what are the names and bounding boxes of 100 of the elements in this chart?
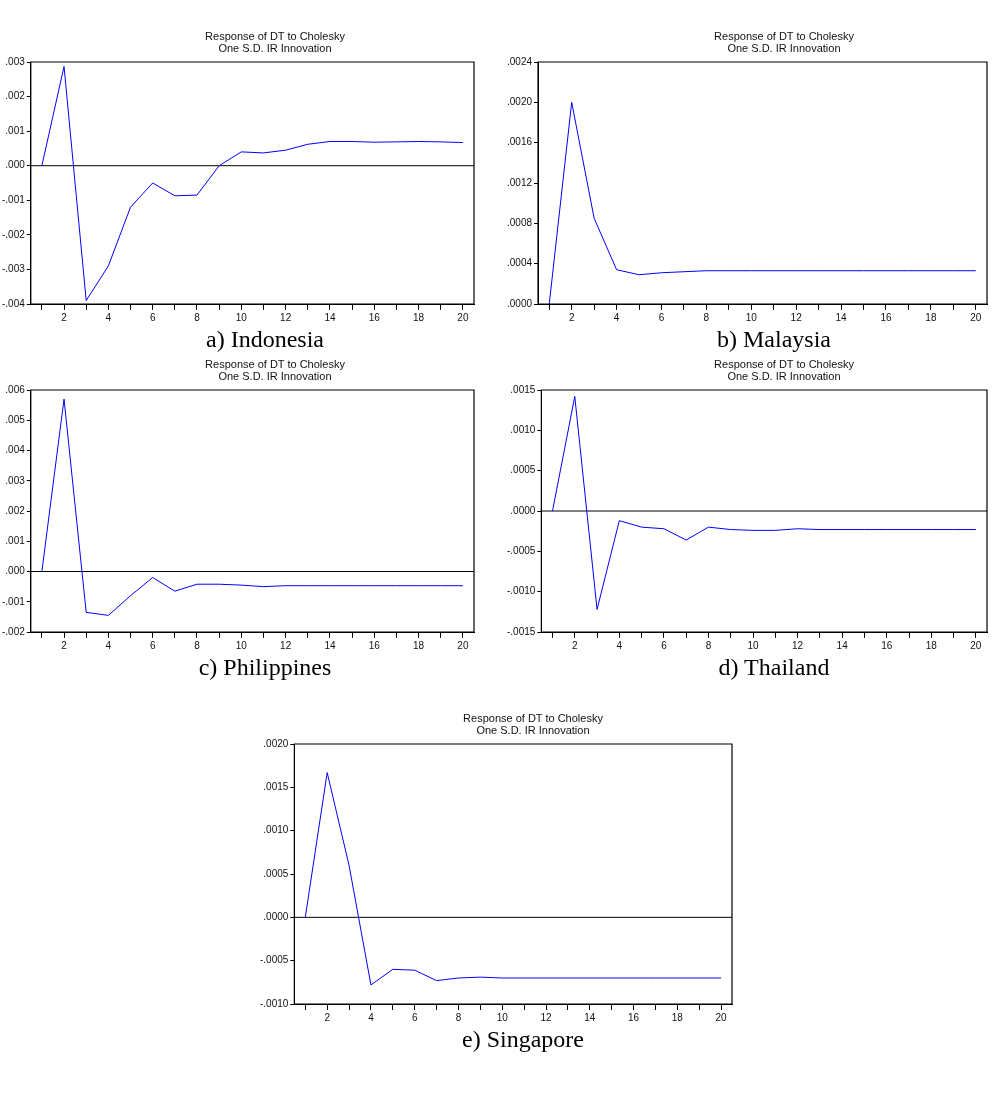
y-tick-label: -.004 bbox=[2, 297, 26, 309]
y-tick-label: -.0015 bbox=[507, 625, 536, 637]
y-tick-label: .005 bbox=[5, 414, 26, 425]
x-tick-label: 20 bbox=[970, 639, 982, 651]
x-tick-label: 10 bbox=[235, 311, 248, 323]
x-tick-label: 10 bbox=[496, 1011, 509, 1023]
y-tick-label: .0015 bbox=[510, 383, 536, 395]
text: d) Thailand bbox=[717, 654, 831, 680]
y-tick-label: -.0005 bbox=[507, 545, 536, 557]
y-tick-label: .0000 bbox=[263, 911, 289, 923]
x-tick-label: 4 bbox=[368, 1011, 375, 1023]
y-tick-label: .002 bbox=[5, 90, 26, 102]
x-tick-label: 6 bbox=[661, 639, 668, 651]
x-tick-label: 12 bbox=[280, 639, 292, 651]
y-tick-label: .0008 bbox=[506, 217, 533, 229]
x-tick-label: 4 bbox=[616, 639, 623, 651]
chart-title: Response of DT to Cholesky bbox=[713, 30, 855, 42]
y-tick-label: .001 bbox=[5, 535, 26, 546]
y-tick-label: -.001 bbox=[2, 595, 26, 607]
y-tick-label: .0000 bbox=[510, 504, 536, 516]
y-tick-label: .0020 bbox=[506, 96, 533, 108]
x-tick-label: 8 bbox=[703, 311, 710, 323]
x-tick-label: 10 bbox=[745, 311, 758, 323]
chart-title: Response of DT to Cholesky bbox=[462, 712, 604, 724]
y-tick-label: .000 bbox=[5, 159, 26, 171]
x-tick-label: 2 bbox=[568, 311, 575, 323]
x-tick-label: 14 bbox=[324, 639, 336, 651]
x-tick-label: 12 bbox=[540, 1011, 552, 1023]
x-tick-label: 14 bbox=[584, 1011, 596, 1023]
x-tick-label: 20 bbox=[715, 1011, 728, 1023]
x-tick-label: 16 bbox=[880, 311, 892, 323]
y-tick-label: -.0005 bbox=[260, 954, 289, 966]
y-tick-label: .0010 bbox=[510, 424, 536, 436]
y-tick-label: .0020 bbox=[263, 737, 289, 749]
y-tick-label: -.0010 bbox=[260, 997, 289, 1009]
x-tick-label: 18 bbox=[925, 311, 937, 323]
x-tick-label: 20 bbox=[457, 311, 469, 323]
text: b) Malaysia bbox=[716, 326, 832, 352]
x-tick-label: 4 bbox=[105, 311, 112, 323]
y-tick-label: .0005 bbox=[263, 867, 289, 879]
x-tick-label: 2 bbox=[61, 639, 68, 651]
chart-subtitle: One S.D. IR Innovation bbox=[475, 724, 591, 736]
y-tick-label: .006 bbox=[5, 383, 26, 395]
y-tick-label: .004 bbox=[5, 444, 26, 456]
x-tick-label: 18 bbox=[925, 639, 938, 651]
y-tick-label: -.003 bbox=[2, 263, 26, 275]
x-tick-label: 2 bbox=[324, 1011, 331, 1023]
x-tick-label: 4 bbox=[105, 639, 112, 651]
x-tick-label: 10 bbox=[235, 639, 248, 651]
x-tick-label: 8 bbox=[455, 1011, 462, 1023]
x-tick-label: 18 bbox=[671, 1011, 684, 1023]
x-tick-label: 6 bbox=[411, 1011, 418, 1023]
x-tick-label: 6 bbox=[658, 311, 665, 323]
x-tick-label: 20 bbox=[457, 639, 469, 651]
text: a) Indonesia bbox=[205, 326, 325, 352]
x-tick-label: 2 bbox=[572, 639, 578, 651]
x-tick-label: 12 bbox=[790, 311, 803, 323]
y-tick-label: .0024 bbox=[506, 55, 533, 67]
x-tick-label: 18 bbox=[413, 639, 425, 651]
x-tick-label: 6 bbox=[149, 639, 156, 651]
y-tick-label: -.0010 bbox=[507, 585, 536, 597]
text: e) Singapore bbox=[461, 1026, 585, 1052]
y-tick-label: .002 bbox=[5, 504, 26, 516]
text: c) Philippines bbox=[197, 654, 333, 680]
x-tick-label: 8 bbox=[194, 311, 201, 323]
y-tick-label: .003 bbox=[5, 474, 26, 486]
y-tick-label: -.002 bbox=[2, 625, 26, 637]
y-tick-label: .0005 bbox=[510, 464, 536, 476]
y-tick-label: .003 bbox=[5, 55, 26, 67]
chart-title: Response of DT to Cholesky bbox=[204, 30, 346, 42]
y-tick-label: .0000 bbox=[506, 297, 533, 309]
x-tick-label: 8 bbox=[705, 639, 712, 651]
chart-subtitle: One S.D. IR Innovation bbox=[217, 370, 333, 382]
x-tick-label: 8 bbox=[194, 639, 201, 651]
x-tick-label: 10 bbox=[747, 639, 760, 651]
chart-title: Response of DT to Cholesky bbox=[204, 358, 346, 370]
x-tick-label: 14 bbox=[324, 311, 336, 323]
x-tick-label: 14 bbox=[836, 639, 849, 651]
x-tick-label: 16 bbox=[627, 1011, 640, 1023]
y-tick-label: .0004 bbox=[506, 257, 533, 269]
chart-subtitle: One S.D. IR Innovation bbox=[726, 42, 842, 54]
y-tick-label: .001 bbox=[5, 124, 26, 136]
y-tick-label: .0010 bbox=[263, 824, 289, 836]
chart-subtitle: One S.D. IR Innovation bbox=[217, 42, 333, 54]
x-tick-label: 16 bbox=[368, 639, 381, 651]
x-tick-label: 2 bbox=[61, 311, 68, 323]
x-tick-label: 12 bbox=[792, 639, 804, 651]
y-tick-label: -.002 bbox=[2, 228, 26, 240]
chart-subtitle: One S.D. IR Innovation bbox=[726, 370, 842, 382]
y-tick-label: .0016 bbox=[506, 136, 533, 148]
chart-title: Response of DT to Cholesky bbox=[713, 358, 855, 370]
y-tick-label: .0012 bbox=[506, 176, 533, 188]
x-tick-label: 16 bbox=[881, 639, 893, 651]
x-tick-label: 20 bbox=[970, 311, 982, 323]
x-tick-label: 12 bbox=[280, 311, 292, 323]
x-tick-label: 4 bbox=[613, 311, 620, 323]
y-tick-label: .0015 bbox=[263, 781, 289, 793]
x-tick-label: 14 bbox=[835, 311, 848, 323]
y-tick-label: -.001 bbox=[2, 194, 26, 206]
x-tick-label: 6 bbox=[149, 311, 156, 323]
